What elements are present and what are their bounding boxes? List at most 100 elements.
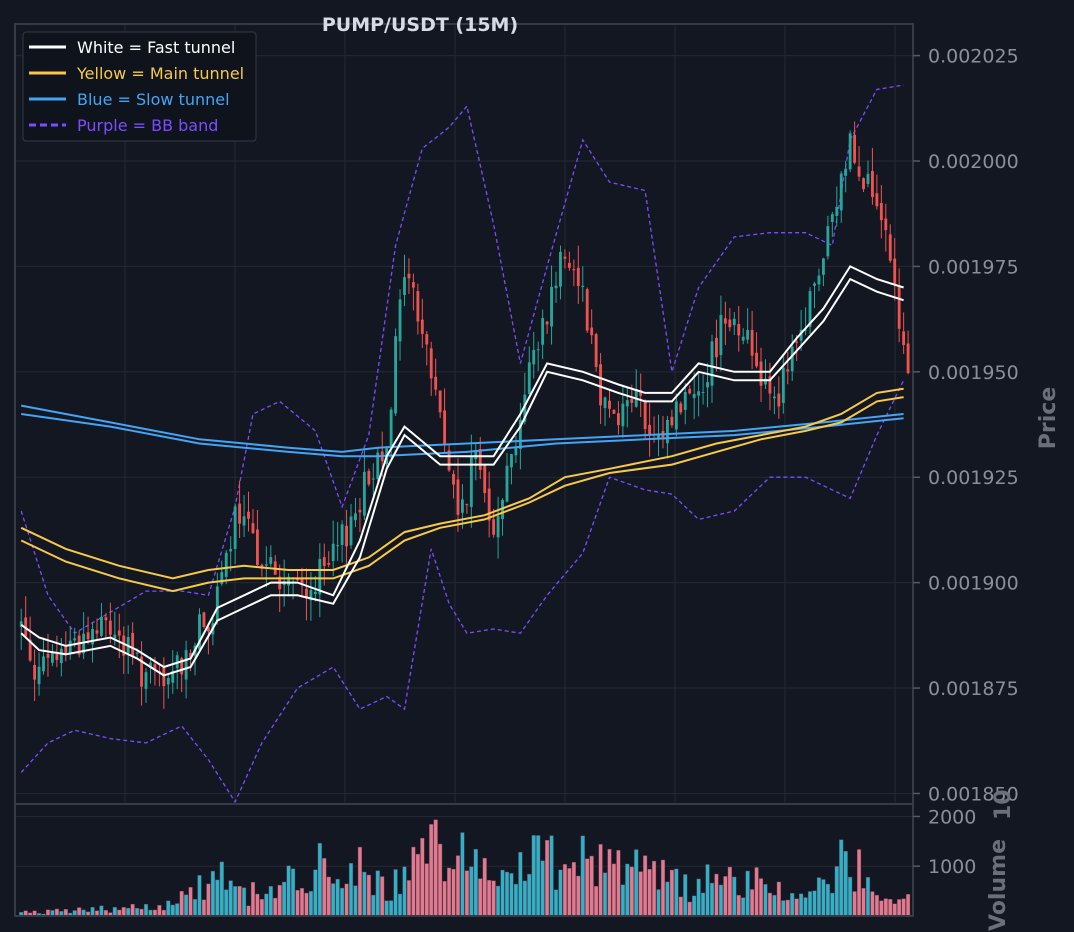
volume-bar xyxy=(184,894,189,917)
volume-bar xyxy=(63,909,68,917)
candle-body xyxy=(242,516,246,526)
volume-bar xyxy=(255,893,260,917)
candle-body xyxy=(795,341,799,343)
candle-body xyxy=(866,173,870,184)
candle-body xyxy=(37,666,41,685)
volume-bar xyxy=(406,880,412,917)
volume-bar xyxy=(411,846,416,917)
volume-bar xyxy=(233,886,238,917)
candle-body xyxy=(527,362,531,395)
volume-bar xyxy=(259,899,264,917)
candle-body xyxy=(848,133,852,170)
candle-body xyxy=(300,578,304,584)
candle-body xyxy=(541,318,545,345)
volume-bar xyxy=(112,907,117,917)
candle-body xyxy=(398,299,402,342)
volume-bar xyxy=(402,866,407,917)
candle-body xyxy=(670,416,674,426)
candle-body xyxy=(545,321,549,325)
candle-body xyxy=(403,277,406,295)
candle-body xyxy=(857,166,861,177)
volume-bar xyxy=(651,860,657,917)
candle-body xyxy=(817,275,821,285)
volume-bar xyxy=(589,855,594,917)
volume-bar xyxy=(513,883,518,917)
candle-body xyxy=(309,589,313,601)
candle-body xyxy=(746,329,750,340)
volume-bar xyxy=(692,895,697,917)
volume-bar xyxy=(237,886,242,917)
candle-body xyxy=(492,519,496,535)
volume-bar xyxy=(562,864,568,917)
candle-body xyxy=(140,656,143,687)
price-tick-label: 0.001975 xyxy=(928,256,1019,278)
volume-bar xyxy=(848,876,853,917)
volume-bar xyxy=(888,899,893,917)
volume-bar xyxy=(718,884,723,917)
volume-bar xyxy=(799,893,804,917)
volume-bar xyxy=(469,866,474,917)
candle-body xyxy=(86,632,90,640)
volume-bar xyxy=(473,849,478,917)
candle-body xyxy=(594,334,598,367)
candle-body xyxy=(180,658,184,675)
volume-bar xyxy=(687,901,692,917)
candle-body xyxy=(884,218,888,231)
candle-body xyxy=(131,632,135,657)
volume-bar xyxy=(790,892,795,917)
volume-bar xyxy=(415,853,420,917)
candle-body xyxy=(688,388,692,394)
candle-body xyxy=(786,369,790,372)
candle-body xyxy=(630,398,634,403)
volume-bar xyxy=(357,846,362,917)
volume-bar xyxy=(892,903,897,917)
candle-body xyxy=(871,170,874,197)
volume-bar xyxy=(874,894,879,917)
volume-bar xyxy=(188,887,193,917)
volume-bar xyxy=(594,885,599,917)
volume-bar xyxy=(732,876,737,917)
tunnel-line xyxy=(21,413,904,458)
candle-body xyxy=(755,352,758,367)
candle-body xyxy=(55,654,59,660)
candle-body xyxy=(416,291,420,322)
candle-body xyxy=(95,630,99,634)
candle-body xyxy=(750,329,754,356)
volume-bar xyxy=(901,898,906,917)
candle-body xyxy=(251,523,255,534)
candle-body xyxy=(657,434,660,440)
volume-bar xyxy=(210,870,215,917)
tunnel-line xyxy=(20,396,904,593)
candle-body xyxy=(808,291,812,328)
volume-bar xyxy=(861,888,866,917)
candle-body xyxy=(42,656,45,672)
volume-axis: 1000 2000 xyxy=(913,806,976,878)
candle-body xyxy=(68,640,72,655)
volume-bar xyxy=(438,843,443,917)
volume-bar xyxy=(576,875,581,917)
candle-body xyxy=(349,516,353,546)
volume-bar xyxy=(424,863,429,917)
candle-body xyxy=(345,525,348,547)
candle-body xyxy=(532,349,536,365)
volume-bar xyxy=(241,887,247,917)
volume-bar xyxy=(647,869,652,917)
candle-body xyxy=(407,273,411,279)
volume-bar xyxy=(821,879,826,917)
volume-bar xyxy=(669,869,674,917)
tunnel-line xyxy=(21,404,904,453)
candle-body xyxy=(162,667,166,687)
volume-bar xyxy=(313,869,318,917)
volume-bar xyxy=(625,863,630,917)
volume-bar xyxy=(736,894,741,917)
candle-body xyxy=(362,471,366,516)
volume-bar xyxy=(772,894,777,917)
candle-body xyxy=(893,258,897,285)
volume-bar xyxy=(126,907,131,917)
candle-body xyxy=(50,651,54,663)
volume-bar xyxy=(304,892,309,917)
volume-bar xyxy=(705,864,710,917)
candle-body xyxy=(331,543,335,561)
volume-bar xyxy=(509,873,514,917)
